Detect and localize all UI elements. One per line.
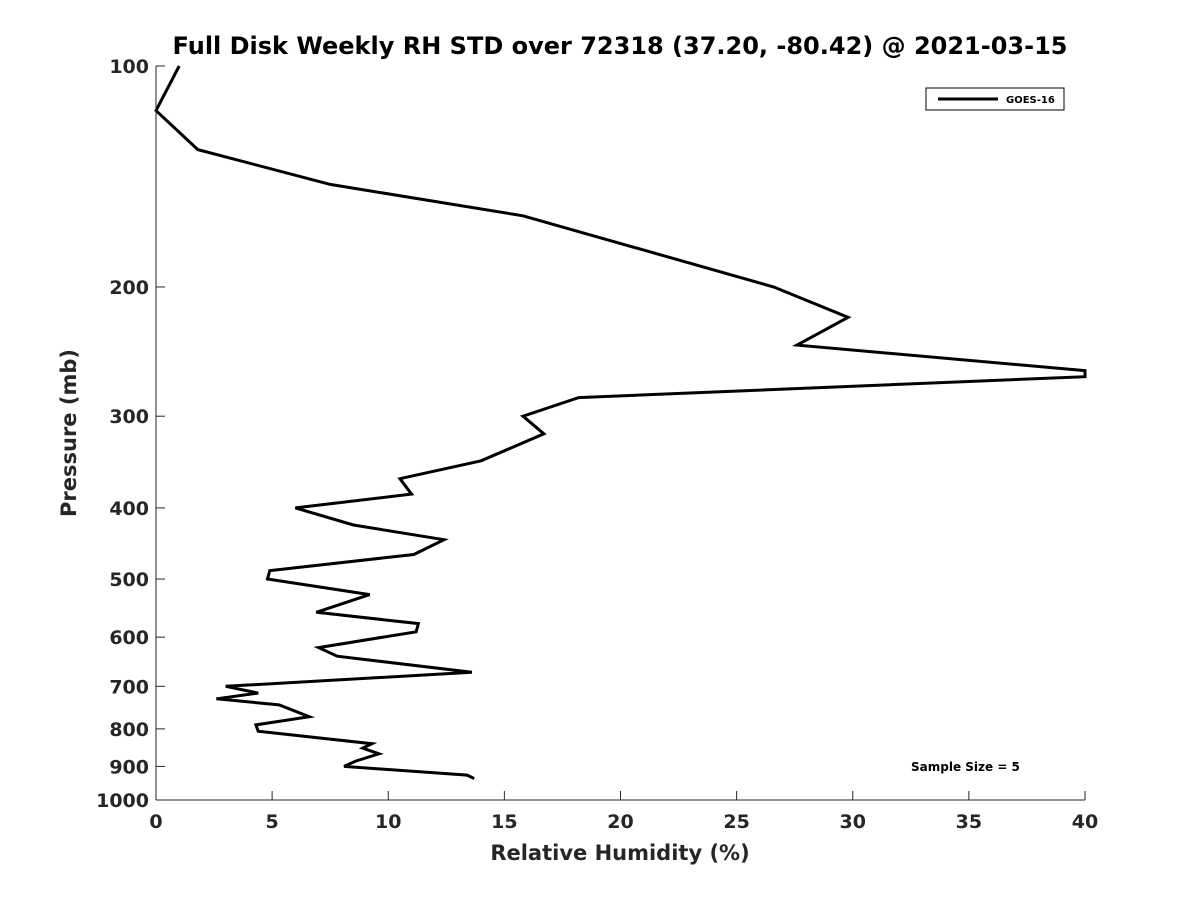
y-tick-label: 400: [109, 498, 149, 520]
y-tick-label: 800: [109, 719, 149, 741]
sample-size-annotation: Sample Size = 5: [911, 760, 1020, 774]
y-tick-label: 700: [109, 676, 149, 698]
x-tick-label: 35: [956, 811, 982, 833]
legend-label-goes-16: GOES-16: [1006, 95, 1055, 106]
y-axis-ticks: 100 200 300 400 500 600 700 800 900 1000: [96, 56, 165, 812]
x-tick-label: 0: [149, 811, 162, 833]
y-tick-label: 1000: [96, 790, 149, 812]
y-tick-label: 300: [109, 406, 149, 428]
legend: GOES-16: [925, 87, 1065, 111]
y-tick-label: 900: [109, 756, 149, 778]
x-tick-label: 20: [607, 811, 633, 833]
y-tick-label: 500: [109, 569, 149, 591]
x-tick-label: 40: [1072, 811, 1098, 833]
x-axis-label: Relative Humidity (%): [490, 841, 749, 865]
x-axis-ticks: 0 5 10 15 20 25 30 35 40: [149, 791, 1098, 833]
x-tick-label: 15: [491, 811, 517, 833]
y-tick-label: 600: [109, 627, 149, 649]
y-tick-label: 100: [109, 56, 149, 78]
x-tick-label: 30: [840, 811, 866, 833]
x-tick-label: 10: [375, 811, 401, 833]
y-tick-label: 200: [109, 277, 149, 299]
series-line-goes-16: [154, 65, 1087, 780]
chart-title: Full Disk Weekly RH STD over 72318 (37.2…: [173, 32, 1068, 60]
x-tick-label: 5: [266, 811, 279, 833]
x-tick-label: 25: [723, 811, 749, 833]
y-axis-label: Pressure (mb): [57, 349, 81, 517]
